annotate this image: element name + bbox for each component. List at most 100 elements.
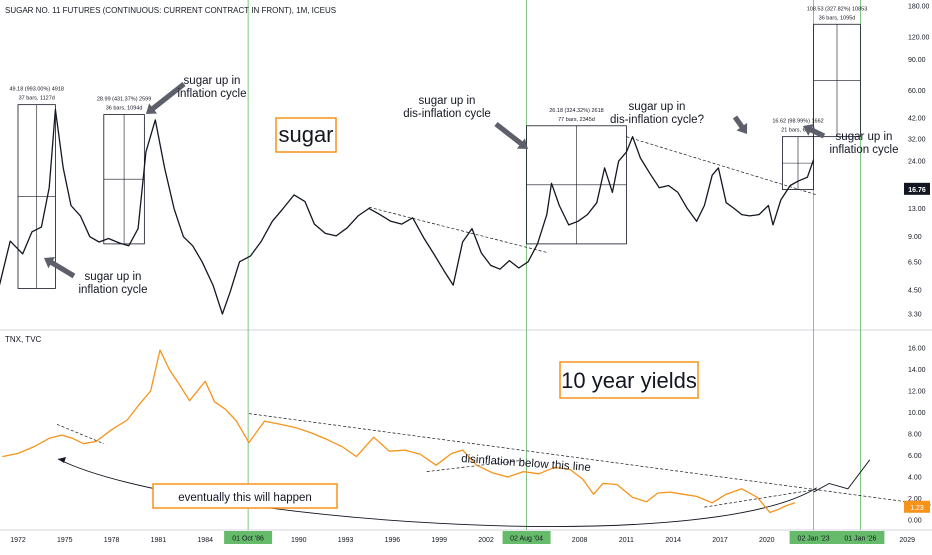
x-tick-label: 1972 xyxy=(10,537,26,544)
measure-sublabel: 21 bars, 640d xyxy=(781,128,815,134)
eventually-note: eventually this will happen xyxy=(178,492,312,504)
x-tick-label: 2017 xyxy=(712,537,728,544)
arrow-note-2 xyxy=(145,81,186,114)
measure-sublabel: 77 bars, 2345d xyxy=(558,117,595,123)
measure-label: 16.62 (98.99%) 1662 xyxy=(772,119,823,125)
measure-sublabel: 36 bars, 1095d xyxy=(819,15,856,21)
tnx-y-tick-label: 6.00 xyxy=(908,453,922,460)
x-tick-label: 2002 xyxy=(478,537,494,544)
x-tick-label: 2011 xyxy=(619,537,634,544)
date-marker-badge xyxy=(502,531,551,544)
yields-label-box xyxy=(559,361,699,399)
x-tick-label: 1984 xyxy=(197,537,213,544)
sugar-panel-title: SUGAR NO. 11 FUTURES (CONTINUOUS: CURREN… xyxy=(5,6,336,15)
annotation-arrows xyxy=(44,81,826,279)
arrow-note-3-shape xyxy=(494,121,528,149)
tnx-y-tick-label: 14.00 xyxy=(908,367,926,374)
tnx-panel-title: TNX, TVC xyxy=(5,335,42,344)
x-tick-label: 1975 xyxy=(57,537,73,544)
date-marker-label: 01 Jan '26 xyxy=(844,536,876,543)
arrow-note-1-shape xyxy=(44,257,76,279)
sugar-last-value-label: 16.76 xyxy=(908,187,926,194)
sugar-y-tick-label: 42.00 xyxy=(908,116,926,123)
measure-sublabel: 36 bars, 1094d xyxy=(106,106,143,112)
sugar-y-tick-label: 32.00 xyxy=(908,137,926,144)
x-tick-label: 1996 xyxy=(385,537,401,544)
x-tick-label: 2029 xyxy=(899,537,915,544)
eventually-curve xyxy=(57,458,817,527)
sugar-y-tick-label: 3.30 xyxy=(908,312,922,319)
sugar-y-tick-label: 60.00 xyxy=(908,88,926,95)
sugar-resistance-2 xyxy=(626,136,817,196)
x-tick-label: 1981 xyxy=(151,537,167,544)
axes: 1972 1975 1978 1981 1984 1990 1993 1996 1999 2002… xyxy=(10,4,930,544)
sugar-note-4-line: sugar up in xyxy=(629,101,686,113)
tnx-y-tick-label: 10.00 xyxy=(908,410,926,417)
x-tick-label: 1990 xyxy=(291,537,307,544)
sugar-note-1-line: inflation cycle xyxy=(78,284,147,296)
series-lines xyxy=(0,108,815,514)
x-tick-label: 1999 xyxy=(431,537,447,544)
measure-label: 28.99 (431.37%) 2599 xyxy=(97,97,151,103)
measure-label: 108.53 (327.82%) 10853 xyxy=(807,6,868,12)
measure-sublabel: 37 bars, 1127d xyxy=(19,96,55,102)
sugar-label-box xyxy=(275,117,337,153)
sugar-note-2-line: inflation cycle xyxy=(177,88,246,100)
measure-label: 26.18 (324.32%) 2618 xyxy=(549,108,603,114)
date-marker-label: 01 Oct '86 xyxy=(232,536,264,543)
sugar-y-tick-label: 24.00 xyxy=(908,159,926,166)
tnx-y-tick-label: 16.00 xyxy=(908,346,926,353)
tnx-y-tick-label: 2.00 xyxy=(908,496,922,503)
eventually-note-box xyxy=(152,483,338,509)
arrow-note-5-shape xyxy=(803,124,826,139)
date-marker-badge xyxy=(836,531,885,544)
eventually-curve-head xyxy=(58,457,66,463)
sugar-note-1-line: sugar up in xyxy=(85,271,142,283)
arrow-note-1 xyxy=(44,257,76,279)
tnx-trend-1970s xyxy=(56,424,104,444)
sugar-y-tick-label: 9.00 xyxy=(908,234,922,241)
tnx-yield-line xyxy=(2,349,796,514)
arrow-note-4-shape xyxy=(732,115,748,135)
measure-boxes: 49.18 (993.00%) 4918 37 bars, 1127d 28.99 … xyxy=(10,6,868,289)
sugar-y-tick-label: 90.00 xyxy=(908,57,926,64)
x-tick-label: 1993 xyxy=(338,537,354,544)
arrow-note-2-shape xyxy=(145,81,186,114)
tnx-y-tick-label: 8.00 xyxy=(908,432,922,439)
tnx-last-value-flag xyxy=(904,500,930,513)
arrow-note-4 xyxy=(732,115,748,135)
yields-label: 10 year yields xyxy=(561,368,697,393)
x-tick-label: 2014 xyxy=(665,537,681,544)
sugar-note-3-line: dis-inflation cycle xyxy=(403,108,491,120)
tnx-y-tick-label: 12.00 xyxy=(908,389,926,396)
sugar-y-tick-label: 6.50 xyxy=(908,259,922,266)
sugar-y-tick-label: 180.00 xyxy=(908,4,930,11)
sugar-note-2-line: sugar up in xyxy=(184,75,241,87)
tnx-disinflation-line xyxy=(248,413,932,506)
tnx-y-tick-label: 4.00 xyxy=(908,475,922,482)
x-tick-label: 1978 xyxy=(104,537,120,544)
sugar-y-tick-label: 4.50 xyxy=(908,288,922,295)
date-marker-badge xyxy=(789,531,838,544)
sugar-label: sugar xyxy=(278,122,333,147)
date-marker-label: 02 Jan '23 xyxy=(798,536,830,543)
tnx-last-value-label: 1.23 xyxy=(910,505,924,512)
measure-label: 49.18 (993.00%) 4918 xyxy=(10,87,64,93)
tnx-y-tick-label: 0.00 xyxy=(908,518,922,525)
sugar-note-5-line: sugar up in xyxy=(836,131,893,143)
date-marker-label: 02 Aug '04 xyxy=(510,536,543,543)
sugar-note-3-line: sugar up in xyxy=(419,95,476,107)
arrow-note-5 xyxy=(803,124,826,139)
x-tick-label: 2020 xyxy=(759,537,775,544)
date-marker-badge xyxy=(224,531,273,544)
sugar-note-5-line: inflation cycle xyxy=(829,144,898,156)
sugar-last-value-flag xyxy=(904,182,930,195)
sugar-resistance-1 xyxy=(368,206,549,254)
sugar-price-line xyxy=(0,108,815,315)
sugar-note-4-line: dis-inflation cycle? xyxy=(610,114,704,126)
tnx-projection-path xyxy=(813,459,871,493)
